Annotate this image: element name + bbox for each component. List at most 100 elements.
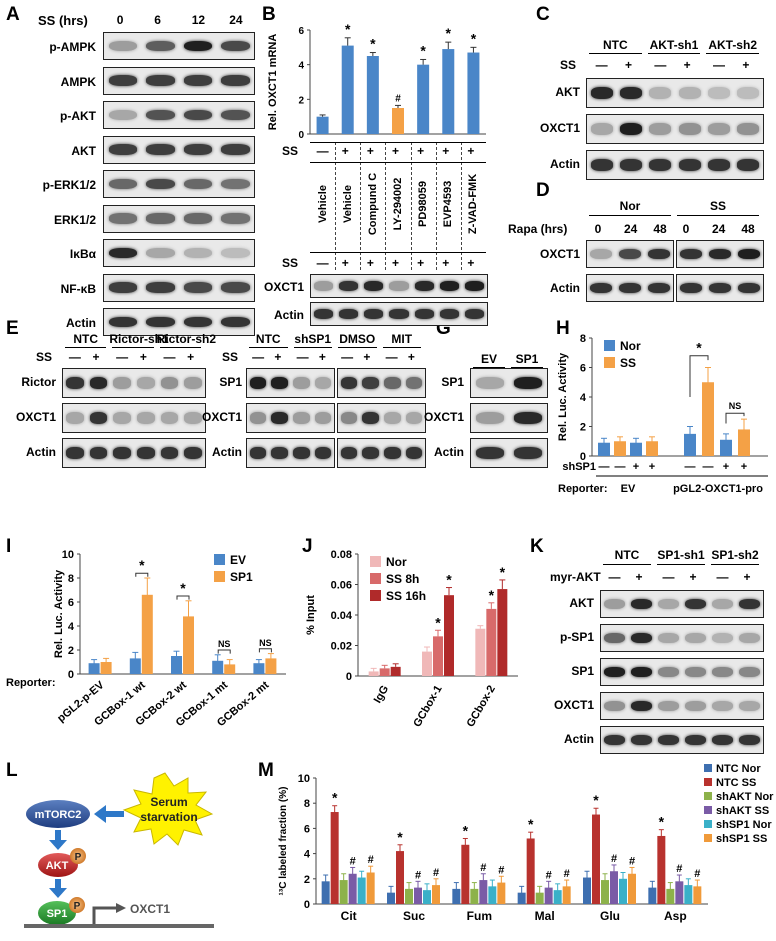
band [619, 159, 643, 171]
legend-label-h: SS [620, 356, 636, 370]
group-rule-e [159, 347, 201, 348]
ss-sign-e: — [116, 350, 129, 364]
band [183, 316, 212, 328]
bar-m [684, 885, 693, 904]
legend-label-j: Nor [386, 555, 407, 569]
ss-sign-b: + [467, 256, 475, 270]
hash-mark-m: # [350, 855, 356, 867]
ss-sign-e: — [68, 350, 81, 364]
bar-b [316, 116, 329, 134]
group-rule-c [647, 53, 701, 54]
band [146, 75, 175, 86]
band [604, 666, 625, 678]
band [183, 247, 212, 259]
blot-strip-c [586, 78, 764, 108]
hash-mark-m: # [498, 864, 504, 876]
reporter-pro-h: pGL2-OXCT1-pro [673, 483, 763, 495]
bar-h [738, 429, 750, 456]
ytick-m: 4 [304, 849, 311, 861]
band [658, 632, 679, 644]
group-label-d: SS [709, 199, 726, 213]
band [619, 87, 643, 99]
bar-i [129, 658, 141, 674]
bar-b [366, 56, 379, 134]
ylabel-m: ¹³C labeled fraction (%) [278, 787, 289, 896]
ytick-i: 2 [68, 645, 74, 657]
ss-sign-b: + [442, 144, 450, 158]
sig-mark-m: * [659, 814, 665, 830]
group-rule-d [677, 215, 759, 216]
xtick-j: IgG [372, 684, 392, 706]
group-label-f: NTC [255, 332, 281, 346]
legend-swatch-m [704, 834, 712, 842]
ss-sign-b: + [392, 256, 400, 270]
band [680, 248, 703, 260]
ss-sign-f: — [252, 350, 265, 364]
hash-mark-m: # [676, 863, 682, 875]
bar-m [339, 880, 348, 904]
ytick-h: 0 [580, 451, 586, 463]
blot-strip-d [586, 274, 674, 302]
sig-mark-m: * [528, 816, 534, 832]
bar-j [422, 651, 432, 676]
bar-h [684, 433, 696, 456]
sig-mark-b: * [370, 36, 376, 52]
band [183, 75, 212, 86]
ss-sign-f: — [296, 350, 309, 364]
blot-strip-k [600, 726, 764, 754]
band [146, 213, 175, 224]
band [65, 412, 84, 424]
legend-label-m: shAKT Nor [716, 791, 774, 803]
ss-label-b: SS [282, 144, 299, 158]
ss-sign-c: — [595, 58, 608, 72]
time-label-d: 0 [594, 222, 602, 236]
band [590, 87, 613, 99]
oxct1-gene-text: OXCT1 [130, 902, 170, 916]
row-label-a: p-AMPK [49, 40, 96, 54]
rapa-label-d: Rapa (hrs) [508, 222, 568, 236]
panel-label-c: C [536, 4, 550, 25]
blot-strip-k [600, 658, 764, 686]
chart-m: 0 2 4 6 8 10 ¹³C labeled fraction (%) * # # Cit * # #… [278, 763, 774, 923]
legend-swatch-m [704, 792, 712, 800]
group-rule-f [382, 347, 421, 348]
band [339, 309, 359, 319]
legend-swatch-j [370, 590, 381, 601]
band [439, 309, 459, 319]
bar-m [488, 886, 497, 904]
band [631, 734, 652, 746]
bar-j [497, 589, 508, 676]
bar-m [693, 886, 702, 904]
group-rule-c [589, 53, 642, 54]
serum-starvation-burst [122, 772, 214, 846]
shsp1-sign-h: + [741, 461, 747, 473]
starvation-text: starvation [140, 810, 197, 824]
chart-b: 0 2 4 6 Rel. OXCT1 mRNA * * # * * * [267, 21, 486, 141]
ss-label-c: SS [560, 58, 577, 72]
ylabel-j: % Input [305, 595, 317, 635]
bar-m [675, 881, 684, 904]
legend-swatch-h [604, 340, 615, 351]
sig-mark-m: * [463, 822, 469, 838]
row-label-a: p-ERK1/2 [42, 178, 96, 192]
ss-sign-b: + [467, 144, 475, 158]
group-label-g: EV [480, 352, 497, 366]
band [160, 377, 179, 389]
blot-strip-d [676, 274, 764, 302]
band [439, 281, 459, 291]
panel-label-i: I [6, 536, 12, 557]
mtorc2-node [26, 800, 90, 828]
ss-sign-c: + [625, 58, 633, 72]
band [108, 75, 137, 86]
xtick-m: Suc [403, 909, 425, 923]
ytick-h: 4 [580, 392, 587, 404]
blot-strip-f [246, 403, 335, 433]
arrow-blue-left [94, 805, 124, 823]
band [364, 281, 384, 291]
hash-mark-m: # [433, 867, 439, 879]
band [89, 412, 108, 424]
panel-label-k: K [530, 536, 544, 557]
sig-mark-j: * [500, 564, 506, 580]
ns-mark-h: NS [729, 401, 742, 411]
panel-label-m: M [258, 760, 274, 781]
